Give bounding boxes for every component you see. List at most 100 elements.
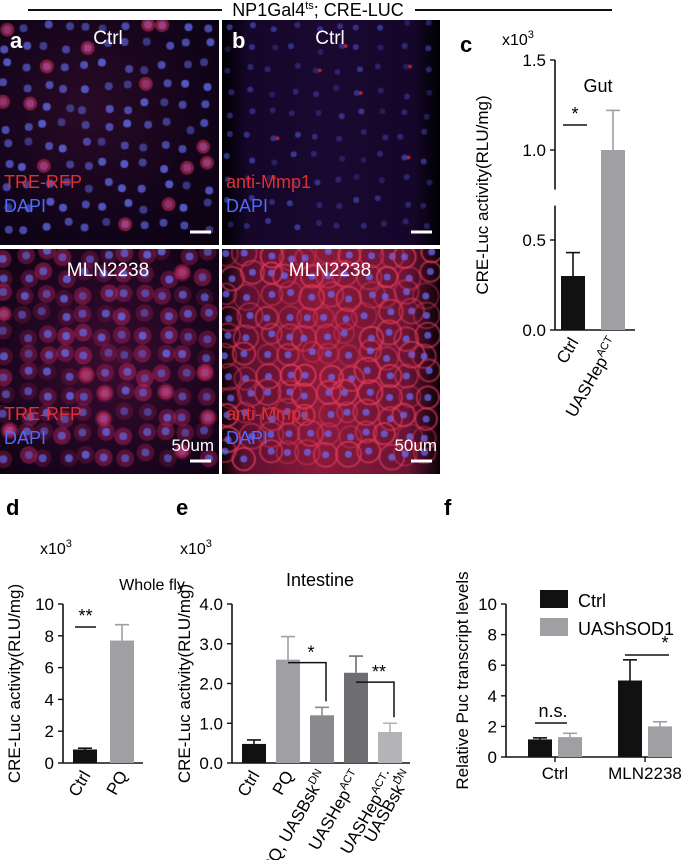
- chart-panel-d: 0 2 4 6 8 10 CRE-Luc activity(RLU/mg) x103 Whole…: [5, 538, 185, 800]
- y-tick-label: 8: [45, 627, 54, 646]
- significance-bracket: [356, 681, 395, 718]
- bar-uashep: [378, 731, 402, 763]
- bar-ctrl-mln2238: [618, 680, 642, 757]
- image-label-mln2238: MLN2238: [67, 260, 149, 281]
- significance-label: *: [307, 643, 314, 663]
- y-axis-label: Relative Puc transcript levels: [453, 571, 472, 789]
- significance-label: *: [571, 104, 578, 124]
- chart-panel-e: 0.0 1.0 2.0 3.0 4.0 CRE-Luc activity(RLU/mg) x…: [175, 538, 410, 860]
- bar-uashsod1-ctrl: [558, 737, 582, 757]
- y-tick-label: 10: [478, 595, 497, 614]
- micrograph-a-mln: [0, 249, 219, 474]
- x-category-label: MLN2238: [608, 764, 682, 783]
- cell-texture: [0, 249, 219, 474]
- stain-label-dapi: DAPI: [226, 428, 268, 448]
- y-tick-label: 2: [488, 717, 497, 736]
- bar-ctrl: [561, 276, 585, 330]
- stain-label-dapi: DAPI: [4, 428, 46, 448]
- x-category-label: PQ: [269, 768, 298, 799]
- y-tick-label: 0.0: [522, 321, 546, 340]
- panel-letter-c: c: [460, 32, 472, 57]
- stain-label-mmp1: anti-Mmp1: [226, 172, 311, 192]
- y-tick-label: 8: [488, 626, 497, 645]
- micrograph-b-ctrl: [222, 20, 440, 245]
- y-tick-label: 0.0: [199, 754, 223, 773]
- significance-label: **: [372, 662, 386, 682]
- stain-label-dapi: DAPI: [4, 196, 46, 216]
- image-label-ctrl: Ctrl: [315, 28, 345, 49]
- y-tick-label: 0.5: [522, 231, 546, 250]
- chart-annotation: Intestine: [286, 570, 354, 590]
- legend-swatch: [540, 618, 568, 636]
- bar-uashep: [344, 672, 368, 763]
- y-axis-label: CRE-Luc activity(RLU/mg): [175, 584, 194, 783]
- bar-ctrl-ctrl: [528, 739, 552, 757]
- x-category-label: Ctrl: [542, 764, 568, 783]
- panel-letter-a: a: [10, 28, 23, 53]
- x-category-label: PQ: [103, 768, 132, 799]
- y-tick-label: 4: [45, 690, 54, 709]
- micrograph-a-ctrl: [0, 20, 219, 245]
- bar-pq: [110, 640, 134, 763]
- y-tick-label: 0: [488, 748, 497, 767]
- y-tick-label: 10: [35, 595, 54, 614]
- cell-texture: [222, 20, 440, 245]
- y-tick-label: 6: [488, 656, 497, 675]
- image-label-mln2238: MLN2238: [289, 260, 371, 281]
- cell-texture: [0, 20, 219, 245]
- chart-annotation: Gut: [583, 76, 612, 96]
- y-tick-label: 6: [45, 659, 54, 678]
- panel-letter-f: f: [444, 495, 452, 520]
- image-label-ctrl: Ctrl: [93, 28, 123, 49]
- bar-uashep: [601, 150, 625, 330]
- y-tick-label: 4: [488, 687, 497, 706]
- axis-break: [549, 189, 561, 206]
- y-tick-label: 0: [45, 754, 54, 773]
- chart-panel-c: 0.0 0.5 1.0 1.5 CRE-Luc activity(RLU/mg) x103…: [473, 29, 635, 420]
- axis-multiplier: x103: [180, 538, 212, 558]
- chart-annotation: Whole fly: [119, 577, 185, 594]
- significance-label: n.s.: [538, 701, 567, 721]
- y-axis-label: CRE-Luc activity(RLU/mg): [473, 95, 492, 294]
- stain-label-tre-rfp: TRE-RFP: [4, 172, 82, 192]
- chart-panel-f: 0 2 4 6 8 10 Relative Puc transcript levels Ctr…: [453, 571, 682, 789]
- axis-multiplier: x103: [40, 538, 72, 558]
- y-tick-label: 1.0: [522, 141, 546, 160]
- micrograph-panel-b: b Ctrl anti-Mmp1 DAPI MLN2238 anti-Mmp1 …: [226, 28, 437, 463]
- y-tick-label: 2: [45, 722, 54, 741]
- significance-bracket: [288, 661, 327, 702]
- y-tick-label: 1.5: [522, 51, 546, 70]
- micrograph-panel-a: a Ctrl TRE-RFP DAPI MLN2238 TRE-RFP DAPI…: [4, 28, 214, 463]
- x-category-label: Ctrl: [553, 335, 583, 367]
- axis-multiplier: x103: [502, 29, 534, 49]
- scale-bar-label: 50um: [171, 436, 214, 455]
- stain-label-mmp1: anti-Mmp1: [226, 404, 311, 424]
- panel-letter-d: d: [6, 495, 19, 520]
- bar-ctrl: [73, 749, 97, 763]
- bar-pq-uasbsk: [310, 715, 334, 763]
- genotype-header: NP1Gal4ts; CRE-LUC: [232, 0, 404, 20]
- y-tick-label: 3.0: [199, 635, 223, 654]
- significance-label: **: [78, 606, 92, 626]
- scale-bar-label: 50um: [394, 436, 437, 455]
- bar-pq: [276, 659, 300, 763]
- y-tick-label: 1.0: [199, 714, 223, 733]
- x-category-label: Ctrl: [234, 768, 264, 800]
- x-category-label: Ctrl: [65, 768, 95, 800]
- legend-swatch: [540, 590, 568, 608]
- micrograph-b-mln: [222, 249, 440, 474]
- cell-texture: [222, 249, 440, 474]
- charts: 0.0 0.5 1.0 1.5 CRE-Luc activity(RLU/mg) x103…: [5, 29, 682, 860]
- bar-uashsod1-mln2238: [648, 726, 672, 757]
- panel-letter-e: e: [176, 495, 188, 520]
- panel-letter-b: b: [232, 28, 245, 53]
- y-tick-label: 4.0: [199, 595, 223, 614]
- significance-label: *: [661, 633, 668, 653]
- bar-ctrl: [242, 743, 266, 763]
- stain-label-tre-rfp: TRE-RFP: [4, 404, 82, 424]
- y-tick-label: 2.0: [199, 675, 223, 694]
- y-axis-label: CRE-Luc activity(RLU/mg): [5, 584, 24, 783]
- legend-label: Ctrl: [578, 591, 606, 611]
- stain-label-dapi: DAPI: [226, 196, 268, 216]
